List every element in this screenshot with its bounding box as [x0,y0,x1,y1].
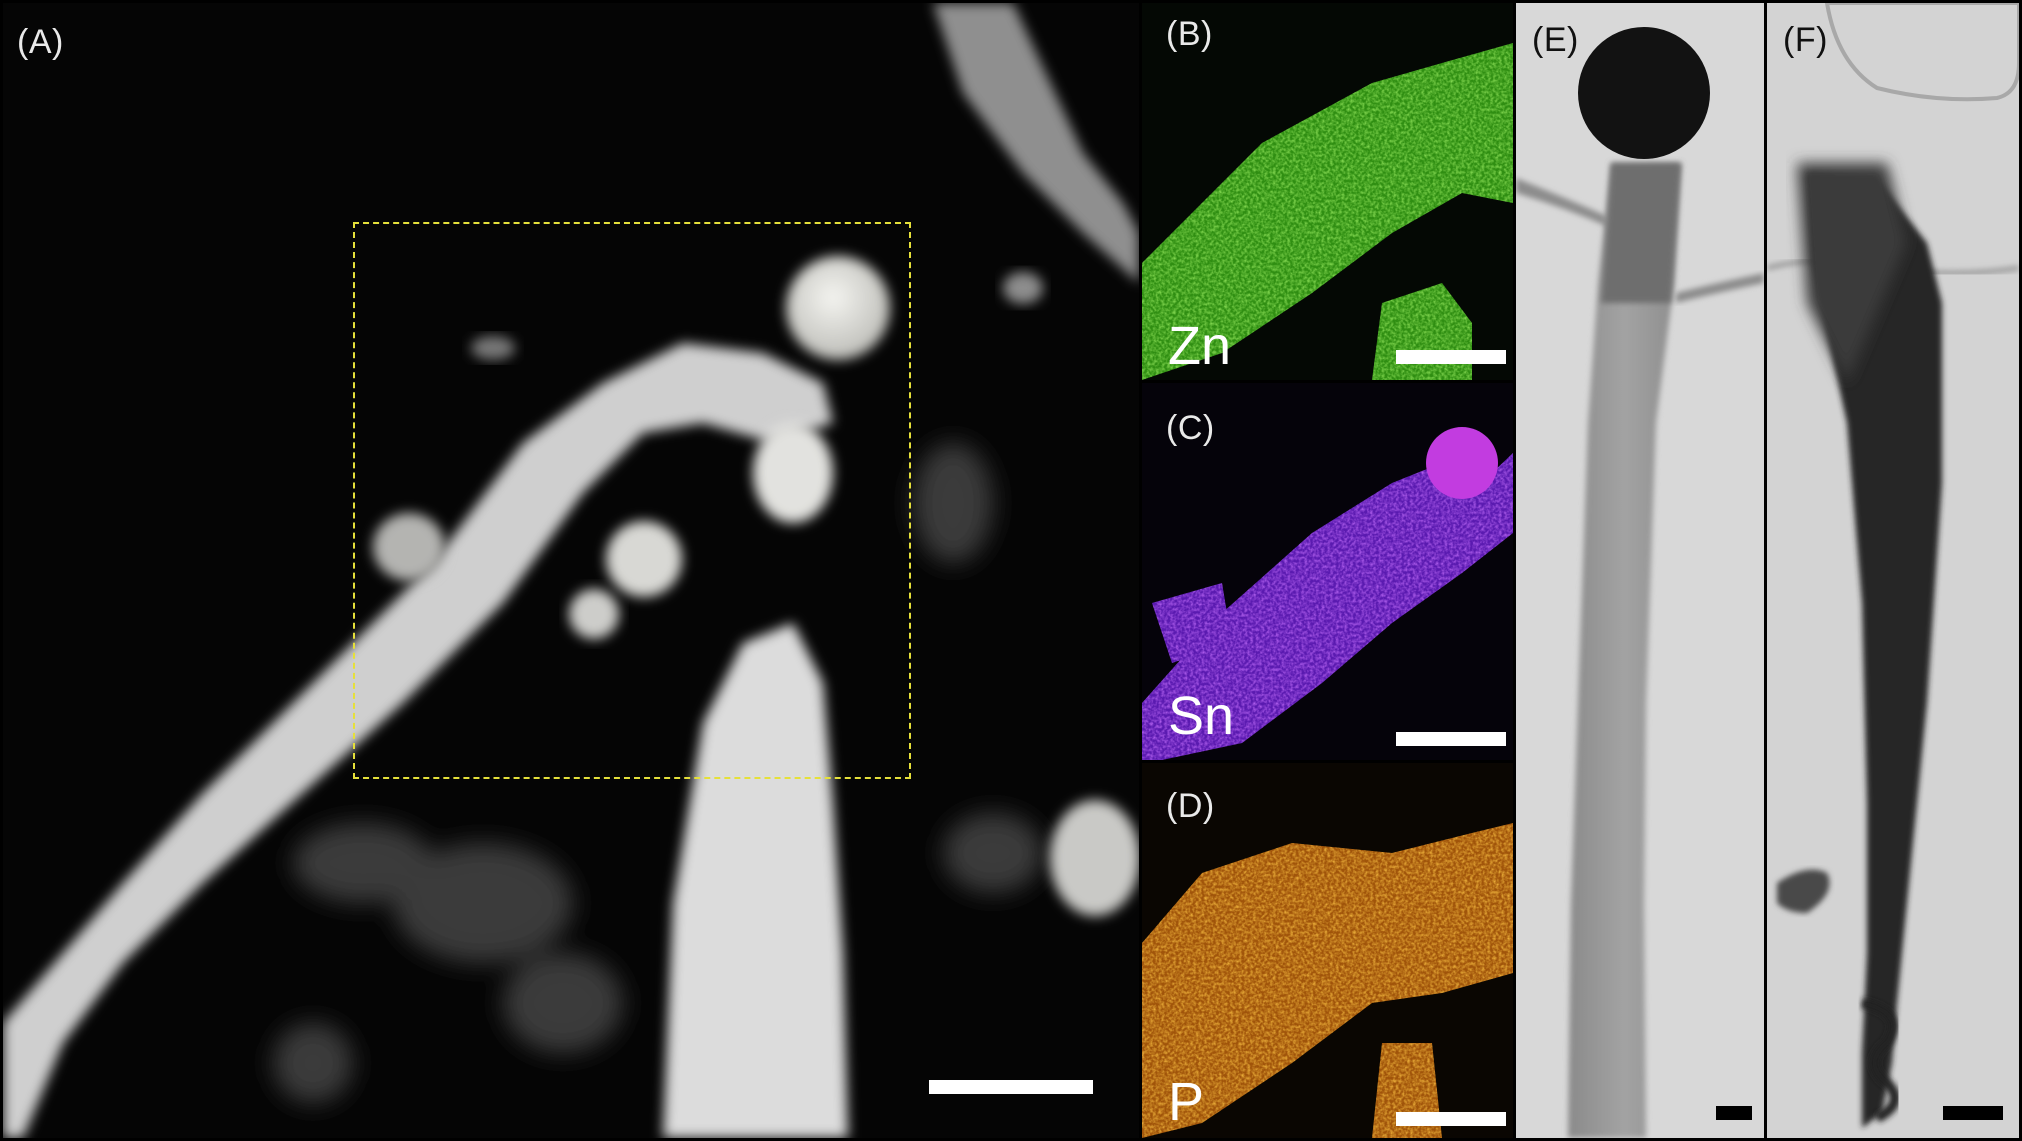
panel-c-scale-bar [1396,732,1506,746]
panel-b-scale-bar [1396,350,1506,364]
panel-d-p-map: (D) P [1139,760,1516,1141]
panel-b-label: (B) [1166,15,1213,53]
panel-d-scale-bar [1396,1112,1506,1126]
panel-c-element-label: Sn [1168,686,1235,746]
panel-a-label: (A) [17,23,64,61]
panel-a: (A) [0,0,1142,1141]
panel-f-image [1767,3,2019,1138]
panel-f-label: (F) [1783,21,1828,59]
panel-d-label: (D) [1166,787,1215,825]
panel-a-scale-bar [929,1080,1093,1094]
panel-e-scale-bar [1716,1106,1752,1120]
panel-c-label: (C) [1166,409,1215,447]
panel-b-element-label: Zn [1168,316,1232,376]
panel-a-image [3,3,1139,1138]
panel-b-image [1142,3,1513,380]
panel-e-label: (E) [1532,21,1579,59]
panel-d-element-label: P [1168,1072,1205,1132]
panel-e-image [1516,3,1764,1138]
panel-f-scale-bar [1943,1106,2003,1120]
panel-e-tem-image: (E) [1513,0,1767,1141]
selection-box [353,222,911,779]
panel-f-tem-image: (F) [1764,0,2022,1141]
panel-c-image [1142,383,1513,760]
panel-d-image [1142,763,1513,1138]
panel-c-sn-map: (C) Sn [1139,380,1516,763]
panel-b-zn-map: (B) Zn [1139,0,1516,383]
